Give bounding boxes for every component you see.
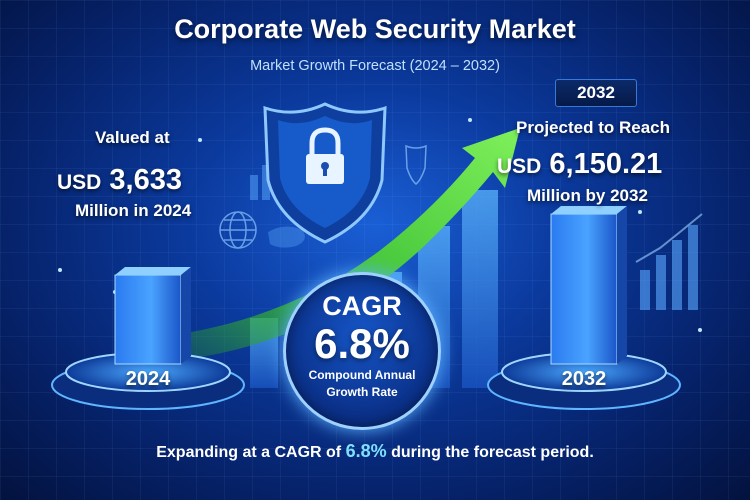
chart-subtitle: Market Growth Forecast (2024 – 2032) <box>250 58 500 74</box>
right-callout-amount: 6,150.21 <box>549 148 663 180</box>
cagr-value: 6.8% <box>314 320 410 367</box>
right-callout-line3: Million by 2032 <box>527 186 648 205</box>
footer-text: Expanding at a CAGR of 6.8% during the f… <box>0 441 750 462</box>
x-tick-2024: 2024 <box>125 368 171 390</box>
shield-lock-icon <box>263 102 387 244</box>
left-callout-line1: Valued at <box>95 128 170 147</box>
right-callout-currency: USD <box>497 155 542 178</box>
pedestal-2032 <box>487 352 681 410</box>
left-callout-line3: Million in 2024 <box>75 201 192 220</box>
map-shape <box>268 226 305 248</box>
right-callout-value: USD 6,150.21 <box>497 148 662 181</box>
right-callout-line1: Projected to Reach <box>516 118 670 137</box>
footer-prefix: Expanding at a CAGR of <box>156 444 342 461</box>
cagr-line2: Growth Rate <box>326 385 398 399</box>
left-callout-value: USD 3,633 <box>57 164 182 197</box>
bar-top-2024 <box>115 267 191 275</box>
x-tick-2032: 2032 <box>561 368 607 390</box>
left-callout-currency: USD <box>57 171 102 194</box>
pedestal-2024 <box>51 352 245 410</box>
main-bars <box>114 206 627 365</box>
cagr-heading: CAGR <box>322 291 402 321</box>
year-badge: 2032 <box>555 79 637 107</box>
bar-side-2032 <box>617 206 627 364</box>
globe-icon <box>219 211 257 249</box>
footer-suffix: during the forecast period. <box>391 444 594 461</box>
left-callout-amount: 3,633 <box>109 164 182 196</box>
bar-top-2032 <box>551 206 627 214</box>
small-shield-icon <box>405 144 427 185</box>
footer-highlight: 6.8% <box>345 441 387 461</box>
cagr-badge: CAGR 6.8% Compound Annual Growth Rate <box>283 272 441 430</box>
cagr-line1: Compound Annual <box>308 368 416 382</box>
bar-2024 <box>114 274 182 365</box>
bar-2032 <box>550 213 618 365</box>
mini-chart-right <box>635 213 703 310</box>
bar-side-2024 <box>181 267 191 364</box>
chart-title: Corporate Web Security Market <box>174 14 576 44</box>
